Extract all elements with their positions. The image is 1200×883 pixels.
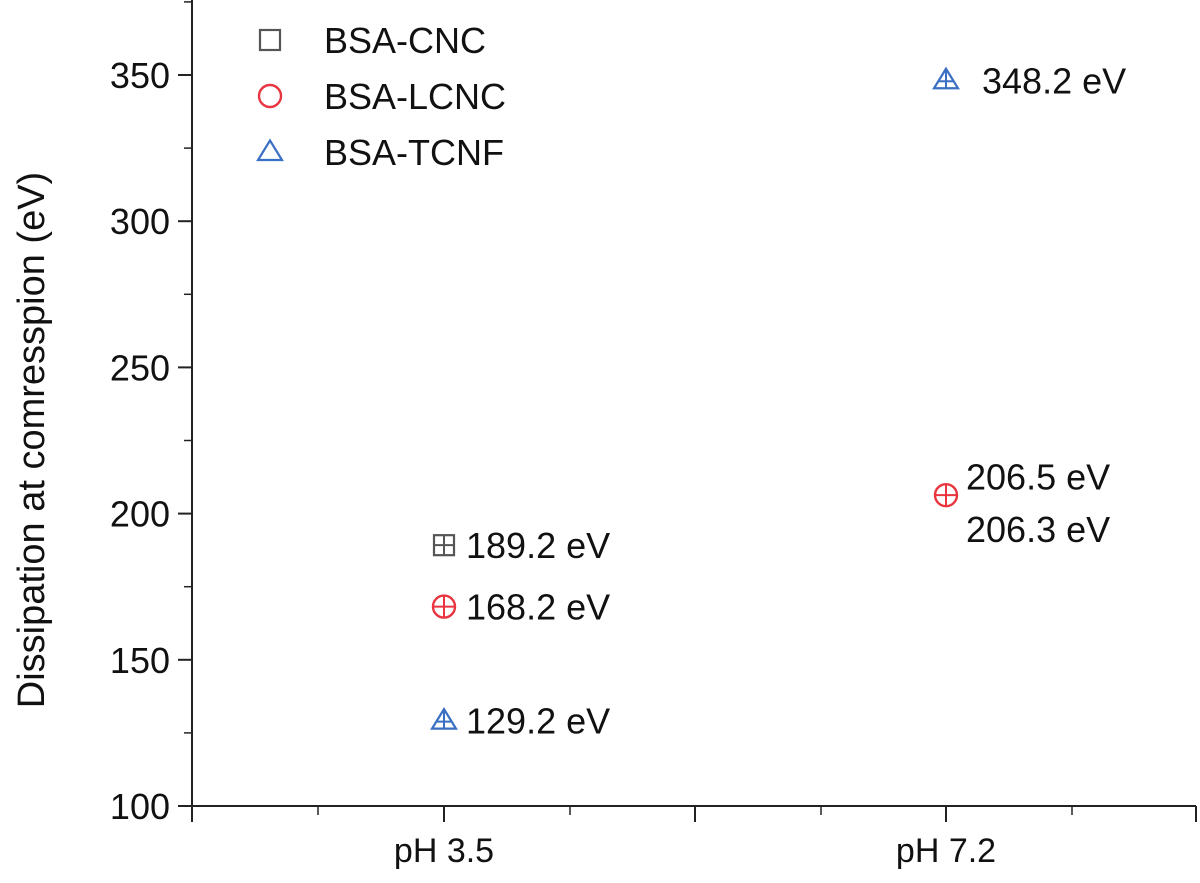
data-points bbox=[430, 66, 960, 730]
y-tick-label: 350 bbox=[110, 55, 170, 96]
y-tick-label: 100 bbox=[110, 786, 170, 827]
data-point-bsa-lcnc bbox=[933, 482, 959, 508]
legend-marker-bsa-tcnf bbox=[256, 138, 284, 162]
data-label: 206.3 eV bbox=[966, 509, 1110, 550]
x-tick-label: pH 7.2 bbox=[896, 832, 996, 870]
y-tick-label: 200 bbox=[110, 494, 170, 535]
legend-marker-bsa-lcnc bbox=[257, 83, 283, 109]
data-label: 189.2 eV bbox=[466, 525, 610, 566]
x-ticks: pH 3.5 pH 7.2 bbox=[191, 806, 1197, 870]
legend-label: BSA-TCNF bbox=[324, 132, 504, 173]
data-point-bsa-tcnf bbox=[932, 66, 960, 90]
data-point-bsa-cnc bbox=[432, 534, 456, 557]
y-tick-label: 150 bbox=[110, 640, 170, 681]
x-tick-label: pH 3.5 bbox=[394, 832, 494, 870]
data-label: 168.2 eV bbox=[466, 587, 610, 628]
data-labels: 189.2 eV 168.2 eV 206.3 eV 129.2 eV 348.2 eV… bbox=[466, 60, 1126, 741]
data-point-bsa-tcnf bbox=[430, 707, 458, 730]
data-label: 129.2 eV bbox=[466, 701, 610, 742]
y-tick-label: 300 bbox=[110, 201, 170, 242]
legend-label: BSA-CNC bbox=[324, 20, 486, 61]
axes bbox=[191, 0, 1196, 807]
legend: BSA-CNC BSA-LCNC BSA-TCNF bbox=[256, 20, 506, 173]
data-label: 206.5 eV bbox=[966, 457, 1110, 498]
legend-label: BSA-LCNC bbox=[324, 76, 506, 117]
y-tick-label: 250 bbox=[110, 347, 170, 388]
legend-marker-bsa-cnc bbox=[258, 28, 282, 52]
y-ticks: 100 150 200 250 300 350 bbox=[110, 1, 192, 827]
y-axis-title: Dissipation at comresspion (eV) bbox=[11, 172, 53, 708]
data-label: 348.2 eV bbox=[982, 60, 1126, 101]
data-point-bsa-lcnc bbox=[431, 594, 457, 619]
